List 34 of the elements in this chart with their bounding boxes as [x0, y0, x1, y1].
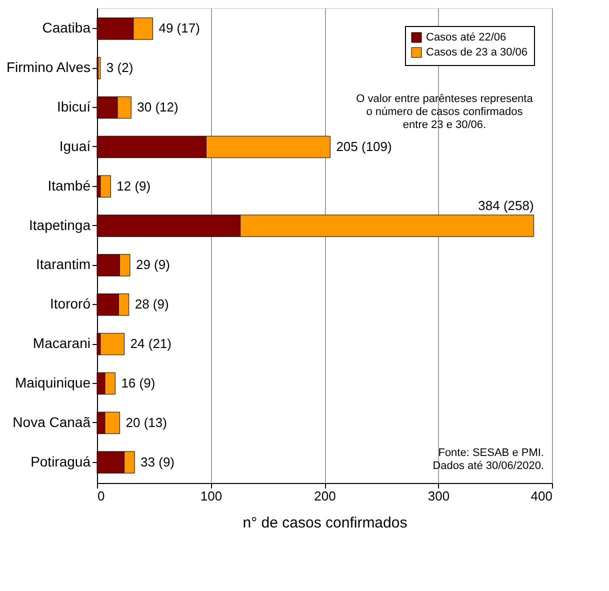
x-tick-label: 0 [98, 488, 105, 504]
y-tick-label: Ibicuí [57, 98, 91, 115]
total-label: 30 (12) [137, 100, 178, 115]
x-tick-label: 200 [314, 488, 336, 504]
total-label: 29 (9) [136, 257, 170, 272]
x-tick-label: 400 [530, 488, 552, 504]
total-label: 24 (21) [130, 336, 172, 352]
y-tick-label: Itarantim [36, 256, 90, 272]
x-axis-title: n° de casos confirmados [242, 514, 408, 532]
annotation: O valor entre parênteses representa o número de casos confirmados entre 23 e 30/06. [356, 93, 534, 131]
y-tick-label: Caatiba [42, 20, 91, 36]
total-label: 384 (258) [478, 198, 534, 213]
y-tick-label: Macarani [32, 335, 90, 352]
total-label: 12 (9) [116, 178, 151, 194]
total-label: 20 (13) [126, 414, 167, 430]
y-tick-label: Firmino Alves [6, 59, 90, 76]
annotation: Fonte: SESAB e PMI. Dados até 30/06/2020. [432, 447, 544, 472]
total-label: 33 (9) [140, 454, 175, 470]
legend-label: Casos de 23 a 30/06 [426, 46, 528, 58]
total-label: 3 (2) [106, 60, 134, 76]
y-tick-label: Nova Canaã [12, 414, 91, 430]
y-tick-label: Itororó [50, 296, 91, 312]
y-tick-label: Itambé [48, 177, 91, 194]
y-tick-label: Maiquinique [15, 374, 91, 390]
total-label: 28 (9) [134, 296, 169, 312]
legend-label: Casos até 22/06 [426, 32, 506, 44]
total-label: 16 (9) [121, 375, 156, 390]
y-tick-label: Itapetinga [29, 216, 91, 233]
x-tick-label: 300 [428, 488, 450, 504]
x-tick-label: 100 [200, 488, 222, 504]
y-tick-label: Potiraguá [30, 453, 91, 470]
total-label: 49 (17) [158, 20, 200, 36]
y-tick-label: Iguaí [59, 138, 91, 154]
total-label: 205 (109) [336, 138, 392, 154]
